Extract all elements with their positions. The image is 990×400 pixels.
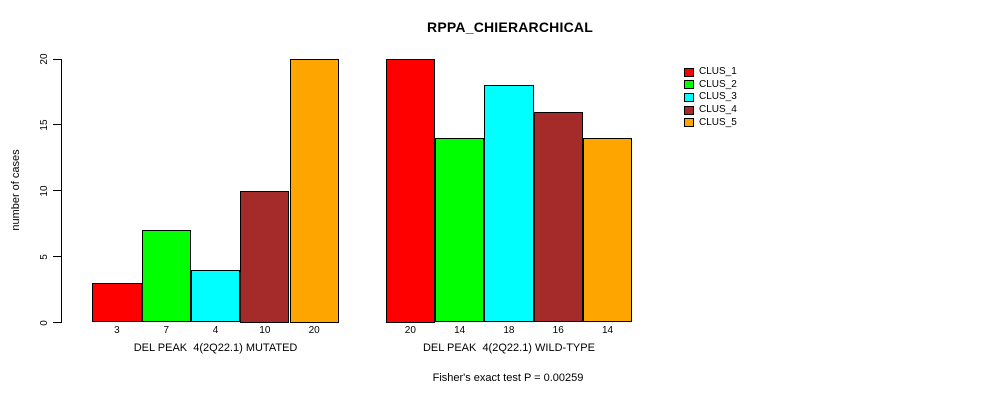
y-tick-label: 5 (38, 253, 50, 260)
y-tick-mark (53, 58, 61, 60)
bar-value-label: 10 (259, 325, 271, 336)
bar (92, 282, 142, 323)
legend-item-label: CLUS_3 (699, 91, 737, 103)
bar-value-label: 3 (114, 325, 120, 336)
y-tick-mark (53, 322, 61, 323)
bar-value-label: 20 (404, 325, 416, 336)
legend-color-swatch (684, 92, 694, 102)
legend-item: CLUS_1 (684, 66, 737, 79)
legend-color-swatch (684, 67, 694, 77)
chart-title: RPPA_CHIERARCHICAL (427, 19, 593, 35)
y-tick-mark (53, 124, 61, 126)
legend-color-swatch (684, 80, 694, 90)
legend: CLUS_1 CLUS_2 CLUS_3 CLUS_4 CLUS_5 (684, 66, 737, 129)
bar (141, 230, 191, 323)
bar-value-label: 4 (212, 325, 219, 336)
legend-color-swatch (684, 105, 694, 115)
y-tick-label: 0 (38, 319, 50, 326)
y-tick-label: 10 (38, 185, 50, 197)
y-tick-mark (53, 190, 61, 192)
bar-value-label: 20 (308, 325, 320, 336)
legend-item-label: CLUS_5 (699, 116, 737, 128)
bar (289, 59, 339, 323)
footnote-fisher-test: Fisher's exact test P = 0.00259 (432, 372, 584, 384)
bar-value-label: 16 (552, 325, 564, 336)
bar (533, 111, 583, 323)
bar-value-label: 7 (163, 325, 170, 336)
legend-item-label: CLUS_1 (699, 66, 737, 78)
legend-item: CLUS_5 (684, 116, 737, 129)
y-tick-label: 20 (38, 53, 50, 65)
bar (385, 59, 435, 323)
bar-value-label: 14 (601, 325, 614, 336)
bar (240, 190, 290, 323)
y-tick-label: 15 (38, 119, 50, 131)
bar-value-label: 14 (454, 325, 466, 336)
y-axis-line (61, 59, 62, 323)
y-tick-mark (53, 256, 61, 258)
legend-item: CLUS_3 (684, 91, 737, 104)
legend-color-swatch (684, 118, 694, 128)
bar (435, 138, 485, 323)
legend-item-label: CLUS_4 (699, 104, 737, 116)
group-axis-label: DEL PEAK 4(2Q22.1) WILD-TYPE (422, 342, 595, 354)
y-axis-label: number of cases (10, 149, 22, 231)
legend-item: CLUS_2 (684, 79, 737, 92)
bar (582, 138, 633, 323)
bar-value-label: 18 (503, 325, 515, 336)
bar (484, 85, 534, 323)
legend-item: CLUS_4 (684, 104, 737, 117)
legend-item-label: CLUS_2 (699, 78, 737, 90)
group-axis-label: DEL PEAK 4(2Q22.1) MUTATED (133, 342, 298, 354)
bar (190, 269, 241, 323)
